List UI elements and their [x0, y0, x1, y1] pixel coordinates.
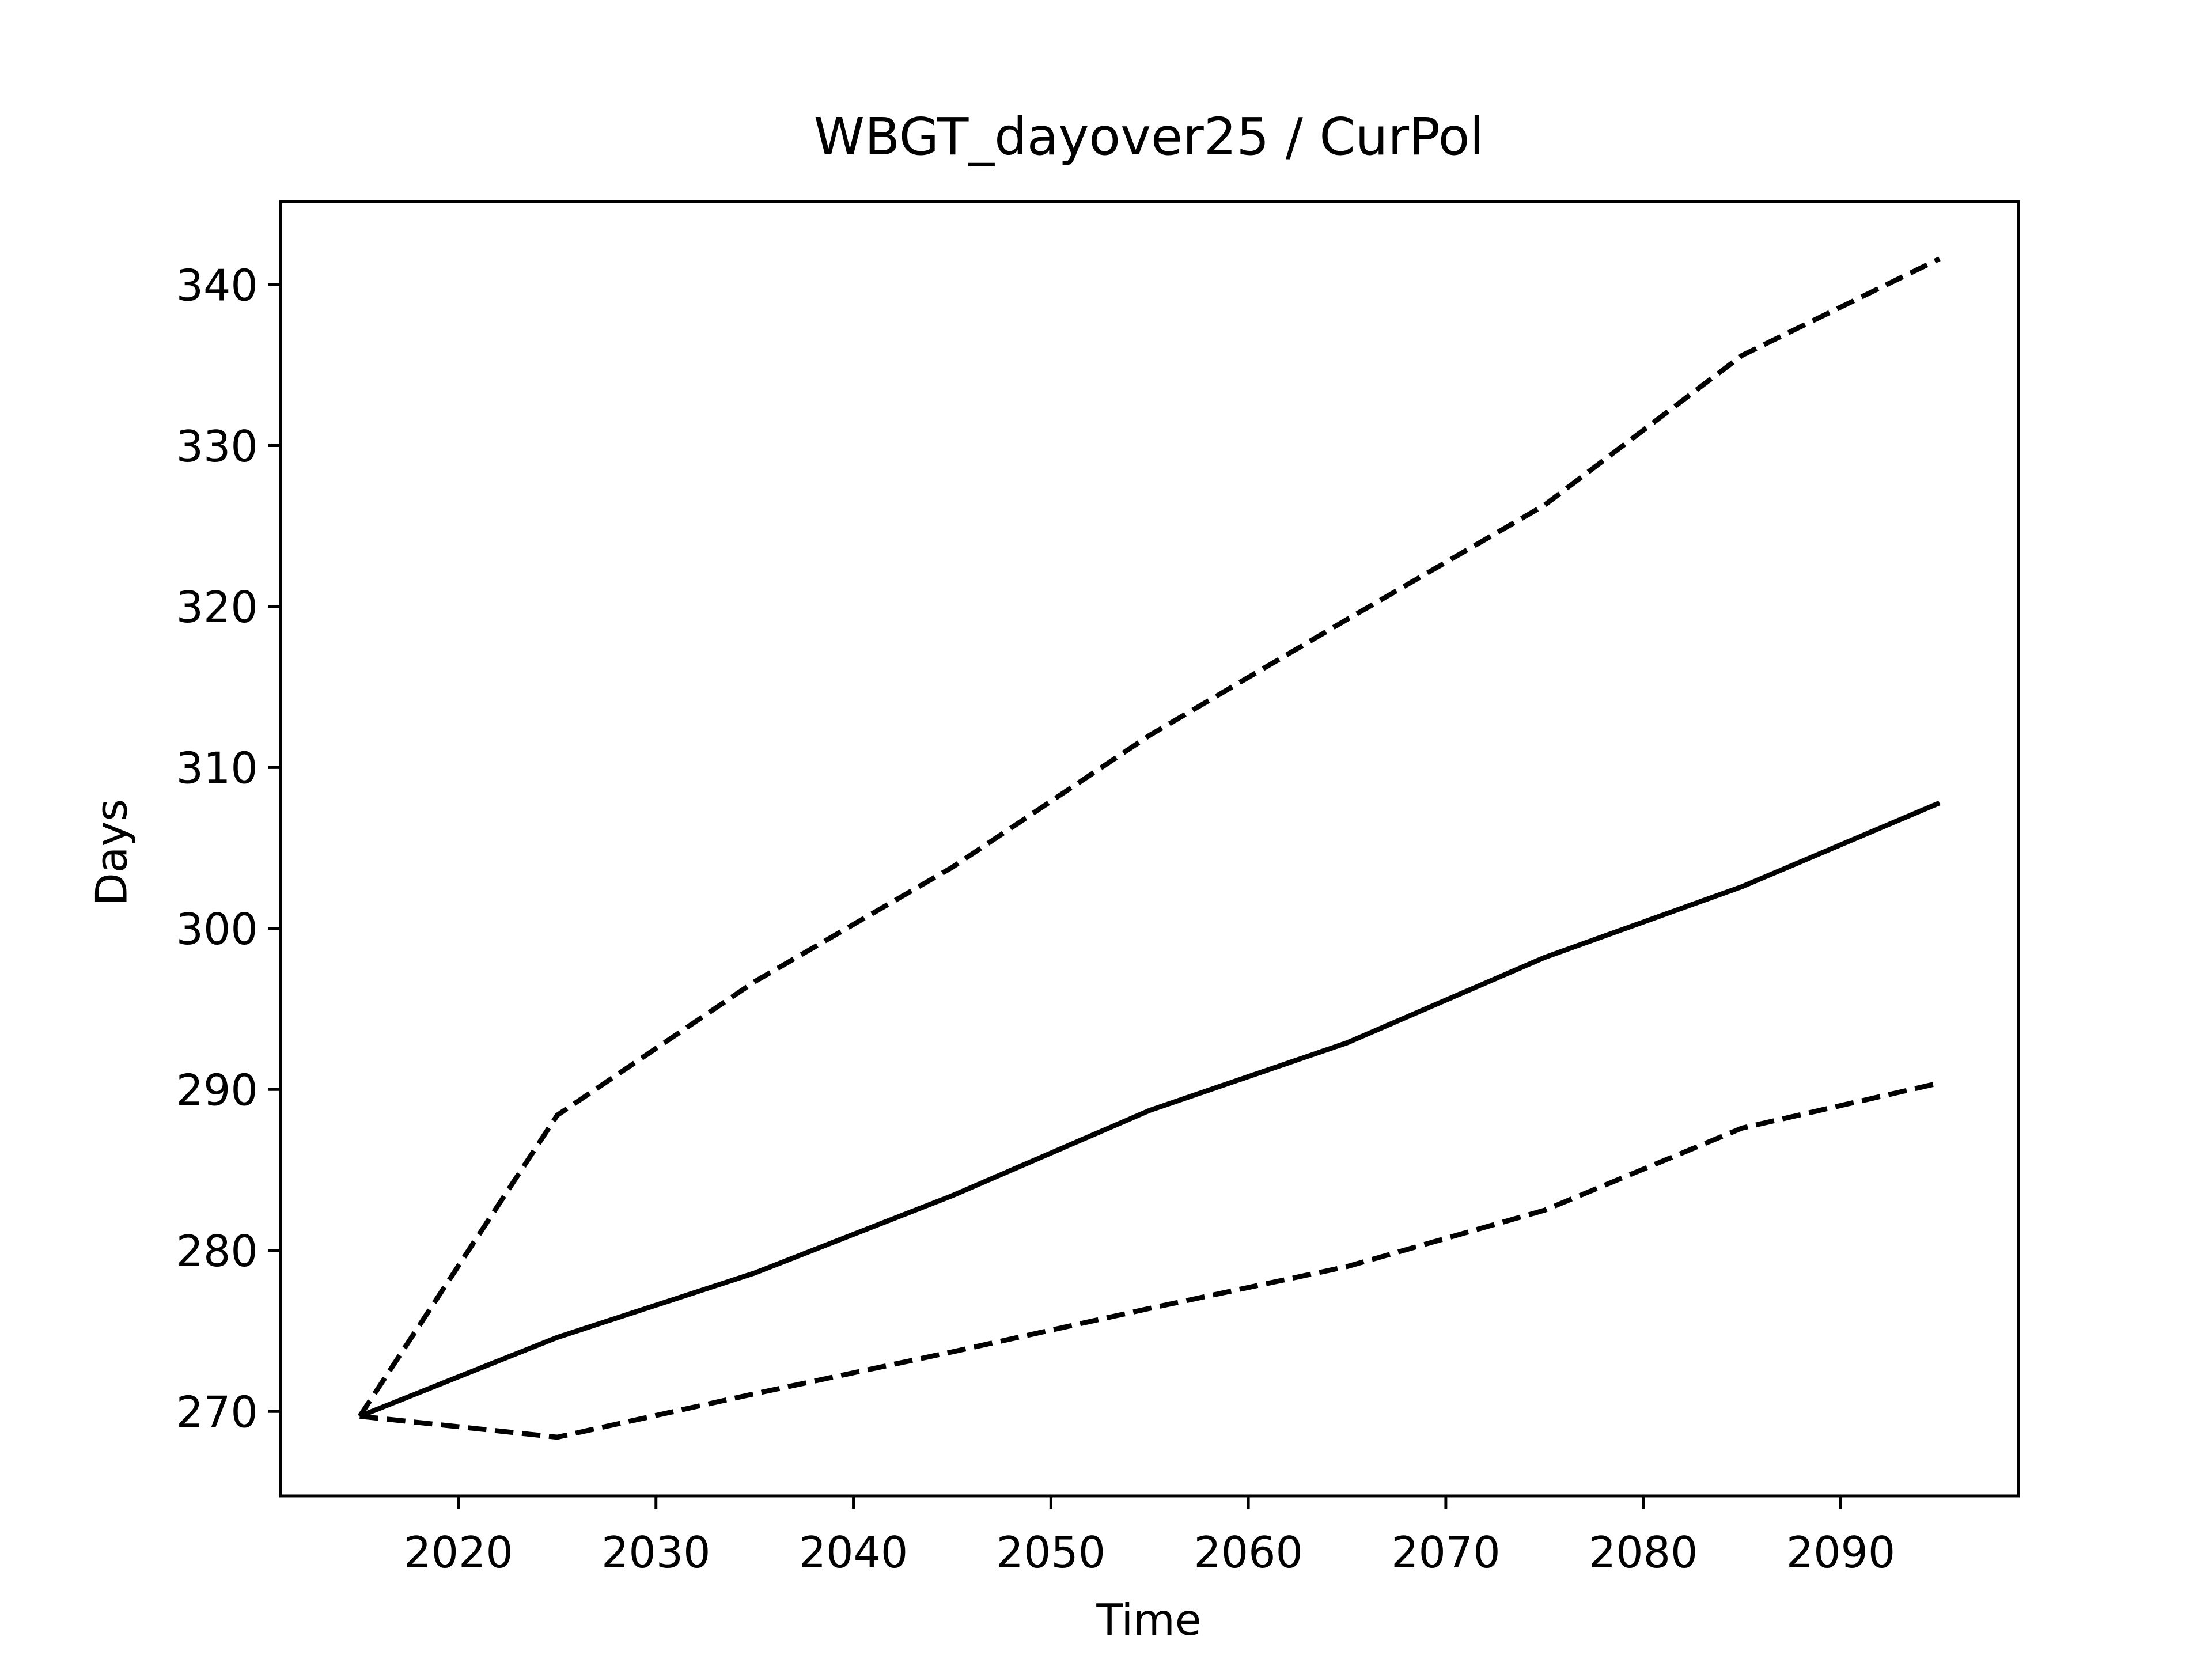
x-tick-label: 2090	[1786, 1528, 1896, 1578]
plot-frame	[279, 200, 2020, 1498]
y-tick-label: 270	[176, 1388, 258, 1438]
x-tick-label: 2020	[404, 1528, 513, 1578]
x-tick-label: 2030	[601, 1528, 711, 1578]
x-tick-label: 2040	[799, 1528, 908, 1578]
y-tick-label: 340	[176, 260, 258, 310]
y-tick-label: 330	[176, 422, 258, 472]
chart-title: WBGT_dayover25 / CurPol	[814, 107, 1484, 167]
x-tick-label: 2060	[1194, 1528, 1303, 1578]
x-tick-label: 2050	[997, 1528, 1106, 1578]
y-tick-label: 290	[176, 1066, 258, 1116]
y-tick-label: 300	[176, 904, 258, 955]
y-axis-label: Days	[86, 799, 137, 906]
x-axis-label: Time	[1096, 1595, 1201, 1645]
series-line	[359, 1080, 1940, 1440]
y-tick-label: 310	[176, 744, 258, 794]
y-tick-label: 280	[176, 1226, 258, 1277]
series-line	[357, 256, 1941, 1418]
x-tick-label: 2070	[1391, 1528, 1501, 1578]
x-tick-label: 2080	[1589, 1528, 1698, 1578]
y-tick-label: 320	[176, 582, 258, 632]
series-line	[358, 800, 1941, 1419]
